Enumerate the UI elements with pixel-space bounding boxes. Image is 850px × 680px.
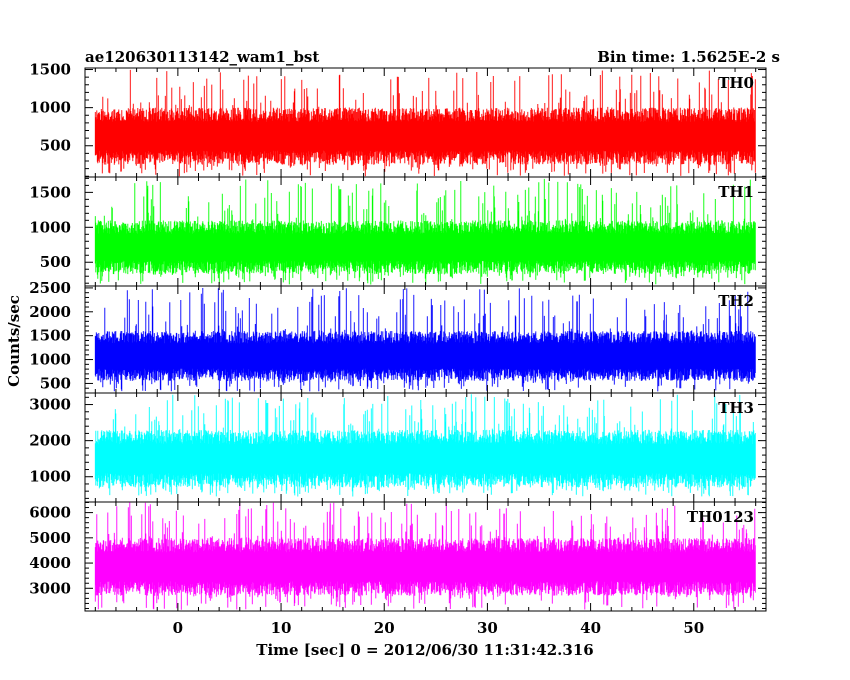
y-tick-label: 500: [40, 253, 71, 271]
y-tick-label: 2000: [29, 432, 71, 450]
y-tick-label: 1000: [29, 351, 71, 369]
series-th3: [94, 394, 756, 497]
x-tick-label: 50: [683, 619, 704, 637]
y-tick-label: 3000: [29, 579, 71, 597]
panel-th0123: 3000 4000 5000 6000 TH0123: [29, 501, 767, 612]
panel-th1: 500 1000 1500 TH1: [29, 176, 767, 287]
x-tick-label: 20: [374, 619, 395, 637]
panel-label: TH0: [718, 74, 754, 92]
y-tick-label: 500: [40, 374, 71, 392]
x-tick-labels: 0 10 20 30 40 50: [173, 619, 705, 637]
y-tick-label: 2500: [29, 279, 71, 297]
panel-th3: 1000 2000 3000 TH3: [29, 392, 767, 503]
panel-th2: 500 1000 1500 2000 2500 TH2: [29, 279, 767, 394]
y-tick-label: 1500: [29, 183, 71, 201]
y-tick-label: 1000: [29, 468, 71, 486]
x-tick-label: 10: [271, 619, 292, 637]
x-tick-label: 30: [477, 619, 498, 637]
y-axis-label: Counts/sec: [5, 295, 23, 387]
panel-label: TH2: [718, 292, 754, 310]
y-tick-label: 3000: [29, 396, 71, 414]
y-tick-label: 1000: [29, 99, 71, 117]
y-tick-label: 1000: [29, 218, 71, 236]
y-tick-label: 500: [40, 137, 71, 155]
y-tick-label: 2000: [29, 303, 71, 321]
series-th1: [94, 178, 756, 285]
panel-label: TH3: [718, 399, 754, 417]
y-tick-label: 1500: [29, 61, 71, 79]
y-tick-label: 6000: [29, 504, 71, 522]
x-axis-label: Time [sec] 0 = 2012/06/30 11:31:42.316: [256, 641, 593, 659]
bin-time-label: Bin time: 1.5625E-2 s: [597, 48, 780, 66]
y-tick-label: 1500: [29, 327, 71, 345]
series-th0: [94, 69, 756, 177]
plot-title: ae120630113142_wam1_bst: [85, 48, 319, 66]
x-tick-label: 40: [580, 619, 601, 637]
panel-label: TH1: [718, 183, 754, 201]
panel-label: TH0123: [687, 508, 754, 526]
y-tick-label: 5000: [29, 529, 71, 547]
x-tick-label: 0: [173, 619, 183, 637]
panels-group: 500 1000 1500 TH0 500 1000 1500 TH1 500 1000 1500 2…: [29, 61, 767, 612]
y-tick-label: 4000: [29, 554, 71, 572]
series-th0123: [94, 502, 756, 610]
series-th2: [94, 288, 756, 392]
panel-th0: 500 1000 1500 TH0: [29, 61, 767, 178]
